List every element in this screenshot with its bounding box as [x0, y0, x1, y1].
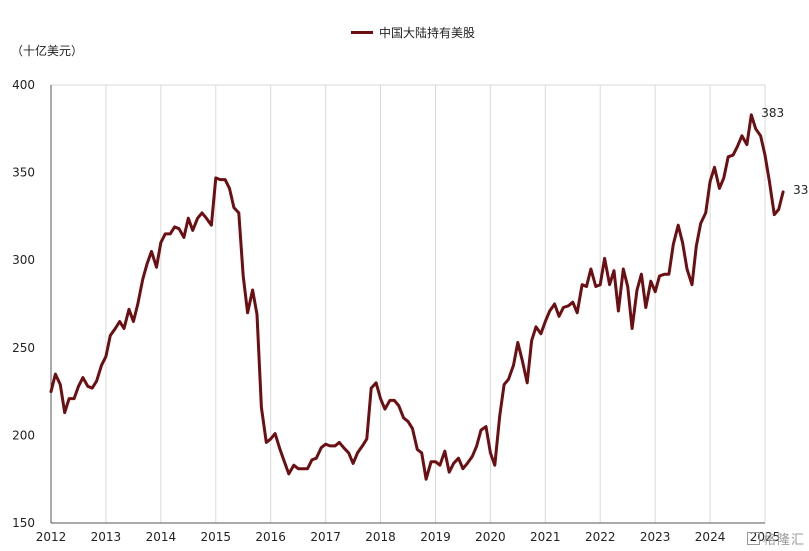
- x-tick-label-2022: 2022: [585, 530, 616, 544]
- x-tick-label-2021: 2021: [530, 530, 561, 544]
- y-axis-unit-label: （十亿美元）: [11, 44, 84, 58]
- y-tick-label-300: 300: [12, 253, 35, 267]
- y-tick-label-250: 250: [12, 341, 35, 355]
- x-tick-label-2025: 2025: [750, 530, 781, 544]
- y-tick-label-400: 400: [12, 78, 35, 92]
- watermark-logo-icon: [746, 532, 760, 545]
- y-tick-label-150: 150: [12, 516, 35, 530]
- legend-label: 中国大陆持有美股: [379, 26, 476, 40]
- axes: [50, 85, 765, 524]
- x-tick-label-2012: 2012: [36, 530, 67, 544]
- x-tick-label-2018: 2018: [365, 530, 396, 544]
- watermark-text: 格隆汇: [762, 533, 805, 548]
- x-tick-label-2017: 2017: [310, 530, 341, 544]
- y-tick-label-350: 350: [12, 166, 35, 180]
- grid-lines: [51, 84, 766, 523]
- x-tick-label-2015: 2015: [200, 530, 231, 544]
- y-tick-label-200: 200: [12, 428, 35, 442]
- x-tick-label-2024: 2024: [695, 530, 726, 544]
- series-layer: [49, 113, 785, 481]
- data-label-383: 383: [761, 106, 784, 120]
- x-tick-label-2020: 2020: [475, 530, 506, 544]
- x-tick-label-2019: 2019: [420, 530, 451, 544]
- watermark: 格隆汇: [746, 529, 805, 548]
- x-tick-label-2023: 2023: [640, 530, 671, 544]
- x-tick-label-2016: 2016: [255, 530, 286, 544]
- data-labels: 383 339: [761, 106, 809, 197]
- x-tick-label-2013: 2013: [91, 530, 122, 544]
- y-tick-labels: 150 200 250 300 350 400: [12, 78, 35, 530]
- legend-swatch: [351, 31, 373, 34]
- series-line-0: [49, 113, 785, 481]
- x-tick-label-2014: 2014: [146, 530, 177, 544]
- x-tick-labels: 2012 2013 2014 2015 2016 2017 2018 2019 2020 2021…: [36, 530, 781, 544]
- data-label-339: 339: [793, 183, 809, 197]
- legend: 中国大陆持有美股: [351, 24, 475, 41]
